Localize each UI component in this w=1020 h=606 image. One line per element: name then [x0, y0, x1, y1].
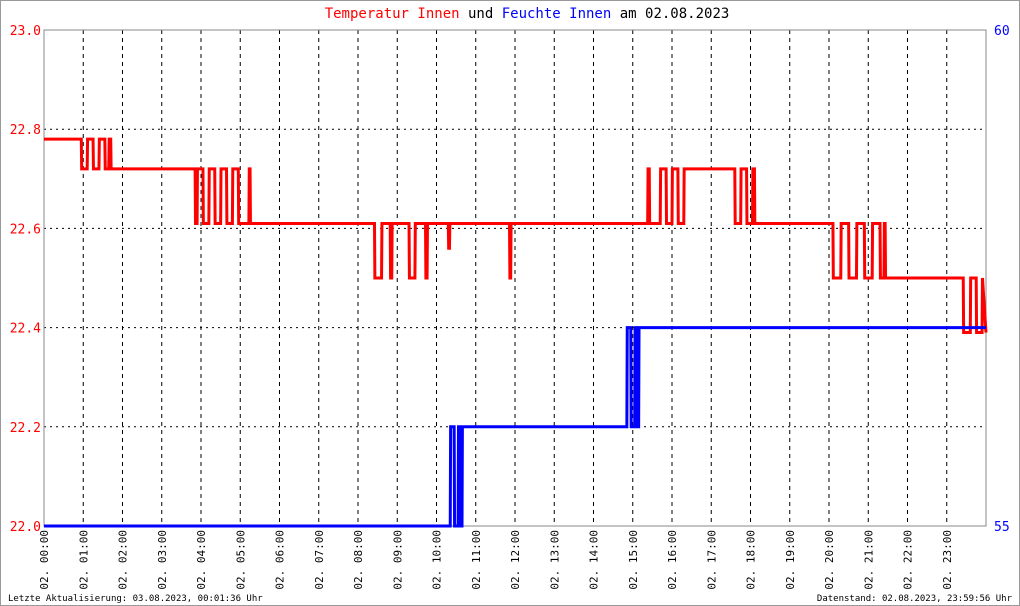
x-tick-label: 02. 21:00	[862, 530, 875, 590]
x-tick-label: 02. 19:00	[784, 530, 797, 590]
line-series	[44, 137, 988, 335]
x-tick-label: 02. 16:00	[666, 530, 679, 590]
x-tick-label: 02. 02:00	[117, 530, 130, 590]
x-tick-label: 02. 18:00	[745, 530, 758, 590]
footer-right: Datenstand: 02.08.2023, 23:59:56 Uhr	[817, 594, 1013, 604]
x-tick-label: 02. 11:00	[470, 530, 483, 590]
y2-tick-label: 55	[994, 520, 1010, 535]
x-tick-label: 02. 06:00	[274, 530, 287, 590]
title-joiner: und	[468, 6, 493, 22]
y-tick-label: 22.8	[10, 123, 41, 138]
x-tick-label: 02. 03:00	[156, 530, 169, 590]
plot-border	[43, 29, 987, 527]
x-tick-label: 02. 00:00	[38, 530, 51, 590]
x-tick-label: 02. 12:00	[509, 530, 522, 590]
x-tick-label: 02. 07:00	[313, 530, 326, 590]
x-tick-label: 02. 20:00	[823, 530, 836, 590]
y-tick-label: 23.0	[10, 24, 41, 39]
x-tick-label: 02. 10:00	[431, 530, 444, 590]
chart-title: Temperatur Innen und Feuchte Innen am 02…	[325, 6, 730, 22]
y-tick-label: 22.2	[10, 421, 41, 436]
x-tick-label: 02. 15:00	[627, 530, 640, 590]
x-tick-label: 02. 08:00	[352, 530, 365, 590]
footer-left: Letzte Aktualisierung: 03.08.2023, 00:01…	[8, 594, 263, 604]
line-series	[44, 326, 986, 528]
x-tick-label: 02. 22:00	[902, 530, 915, 590]
x-tick-label: 02. 17:00	[705, 530, 718, 590]
x-tick-label: 02. 09:00	[391, 530, 404, 590]
title-series-2: Feuchte Innen	[502, 6, 612, 22]
y2-tick-label: 60	[994, 24, 1010, 39]
x-tick-label: 02. 04:00	[195, 530, 208, 590]
title-series-1: Temperatur Innen	[325, 6, 460, 22]
title-date: am 02.08.2023	[620, 6, 730, 22]
x-tick-label: 02. 01:00	[77, 530, 90, 590]
x-tick-label: 02. 23:00	[941, 530, 954, 590]
y-tick-label: 22.4	[10, 322, 41, 337]
y-tick-label: 22.6	[10, 222, 41, 237]
x-tick-label: 02. 13:00	[548, 530, 561, 590]
x-tick-label: 02. 05:00	[234, 530, 247, 590]
x-tick-label: 02. 14:00	[588, 530, 601, 590]
y-tick-label: 22.0	[10, 520, 41, 535]
